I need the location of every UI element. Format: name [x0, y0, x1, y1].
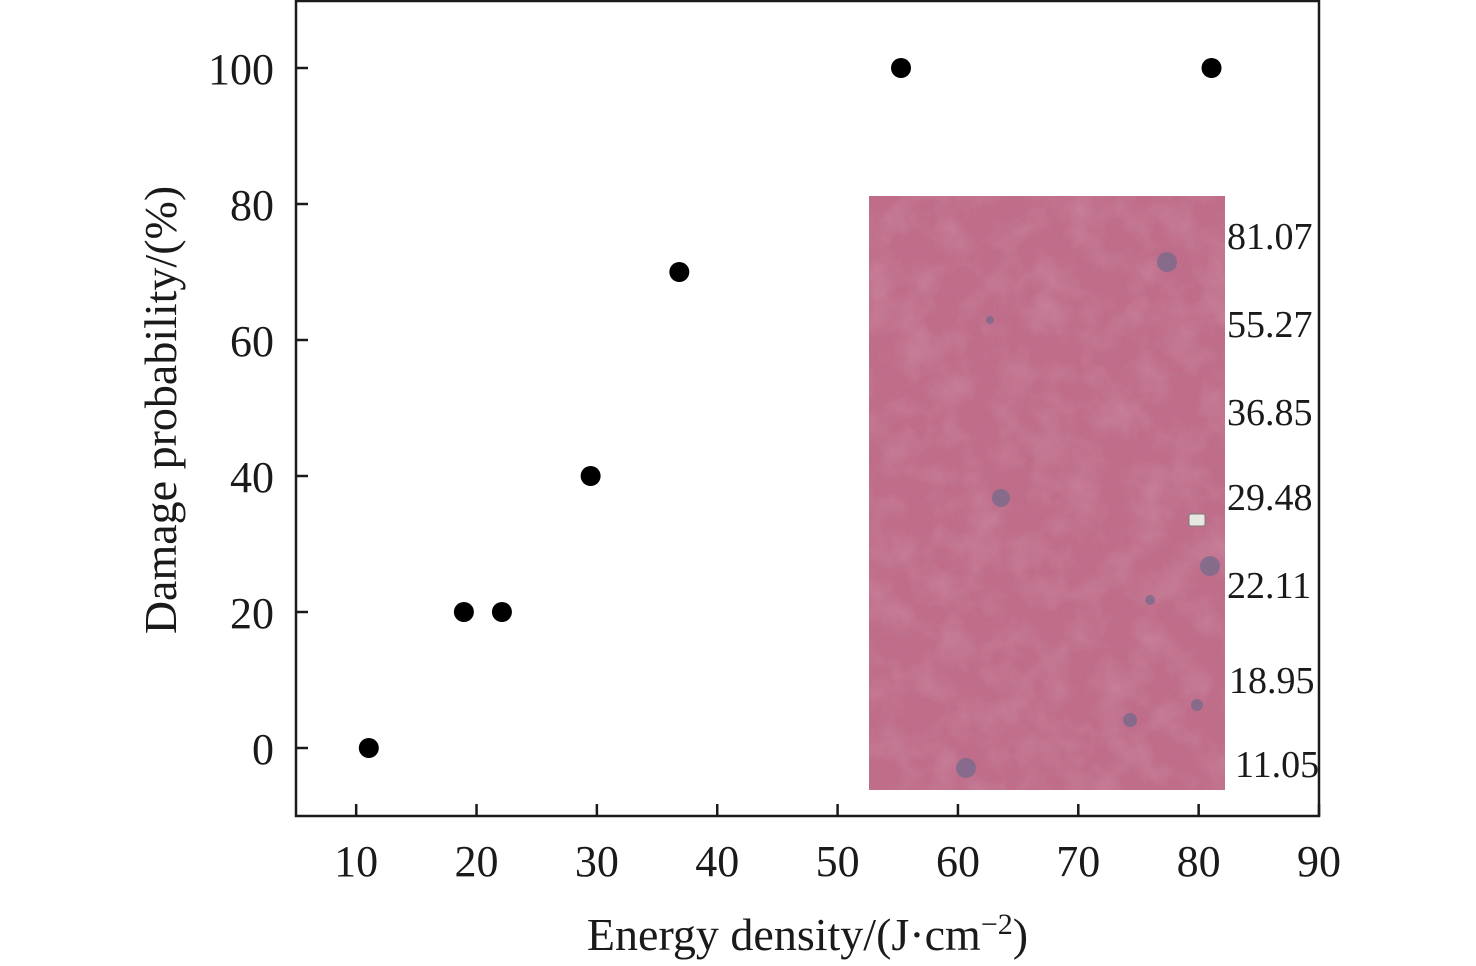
data-point	[580, 466, 601, 486]
inset-label: 11.05	[1235, 744, 1319, 786]
y-tick-label: 100	[208, 45, 274, 94]
damage-spot	[986, 316, 994, 324]
y-axis: 0 20 40 60 80 100	[208, 45, 308, 774]
y-tick-label: 0	[252, 725, 274, 774]
damage-spot	[1191, 699, 1203, 711]
y-axis-label: Damage probability/(%)	[135, 186, 186, 634]
data-point	[669, 262, 690, 282]
y-tick-label: 20	[230, 589, 274, 638]
damage-spot	[992, 489, 1010, 507]
damage-spot	[1200, 556, 1220, 576]
inset-speckle	[869, 196, 1225, 790]
data-point	[491, 602, 512, 622]
data-point	[358, 738, 379, 758]
y-tick-label: 40	[230, 453, 274, 502]
inset-label: 18.95	[1229, 660, 1315, 702]
data-points	[358, 58, 1222, 758]
data-point	[453, 602, 474, 622]
data-point	[891, 58, 912, 78]
x-tick-label: 20	[455, 837, 499, 886]
damage-spot	[1145, 595, 1155, 605]
x-tick-label: 40	[695, 837, 739, 886]
inset-label: 81.07	[1227, 216, 1313, 258]
inset-marker	[1188, 513, 1206, 527]
x-tick-label: 80	[1177, 837, 1221, 886]
inset-label: 22.11	[1227, 565, 1311, 607]
inset-labels: 81.07 55.27 36.85 29.48 22.11 18.95 11.05	[1227, 216, 1319, 786]
inset-label: 29.48	[1227, 477, 1313, 519]
x-tick-label: 50	[816, 837, 860, 886]
x-tick-label: 60	[936, 837, 980, 886]
x-tick-label: 70	[1056, 837, 1100, 886]
damage-spot	[956, 758, 976, 778]
data-point	[1201, 58, 1222, 78]
inset-label: 36.85	[1227, 392, 1313, 434]
y-tick-label: 80	[230, 181, 274, 230]
inset-label: 55.27	[1227, 304, 1313, 346]
damage-spot	[1157, 252, 1177, 272]
x-axis: 10 20 30 40 50 60 70 80 90	[334, 804, 1341, 886]
y-tick-label: 60	[230, 317, 274, 366]
inset-micrograph	[869, 196, 1225, 790]
x-tick-label: 30	[575, 837, 619, 886]
x-axis-label: Energy density/(J·cm−2)	[587, 908, 1028, 960]
plot-frame	[294, 0, 1321, 818]
x-tick-label: 10	[334, 837, 378, 886]
damage-spot	[1123, 713, 1137, 727]
x-tick-label: 90	[1297, 837, 1341, 886]
